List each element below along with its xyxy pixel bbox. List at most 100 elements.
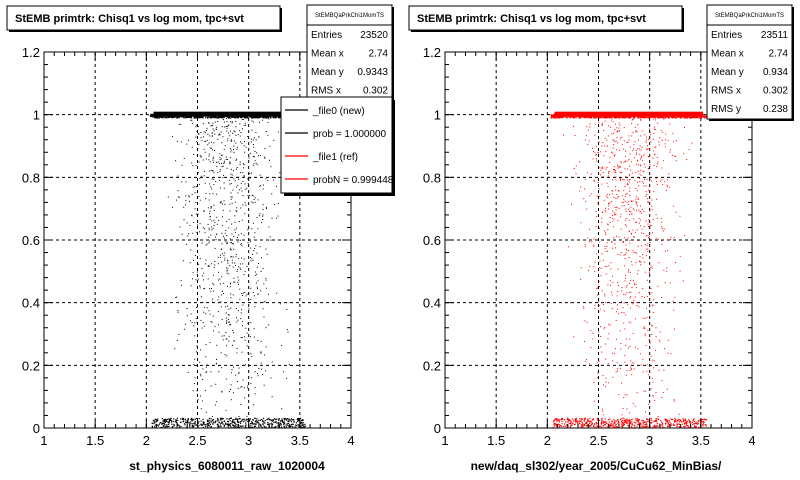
data-point — [280, 424, 282, 426]
data-point — [615, 140, 617, 142]
data-point — [640, 212, 642, 214]
data-point — [214, 260, 216, 262]
data-point — [200, 408, 202, 410]
data-point — [625, 225, 627, 227]
data-point — [650, 265, 652, 267]
data-point — [644, 317, 646, 319]
data-point — [589, 126, 591, 128]
data-point — [661, 396, 663, 398]
data-point — [197, 148, 199, 150]
data-point — [611, 352, 613, 354]
data-point — [225, 312, 227, 314]
data-point — [632, 150, 634, 152]
data-point — [243, 124, 245, 126]
data-point — [259, 423, 261, 426]
data-point — [601, 422, 603, 424]
data-point — [631, 213, 633, 215]
data-point — [632, 424, 634, 426]
data-point — [237, 241, 239, 243]
data-point — [602, 172, 604, 174]
data-point — [248, 419, 250, 421]
data-point — [240, 116, 242, 118]
data-point — [699, 426, 701, 429]
data-point — [253, 404, 255, 406]
data-point — [245, 117, 247, 119]
data-point — [208, 265, 210, 267]
data-point — [226, 423, 228, 425]
data-point — [666, 271, 668, 273]
data-point — [221, 390, 223, 392]
data-point — [661, 139, 663, 141]
data-point — [612, 210, 614, 212]
data-point — [600, 346, 602, 348]
data-point — [612, 275, 614, 277]
data-point — [605, 232, 607, 234]
data-point — [679, 255, 681, 257]
data-point — [662, 426, 665, 429]
data-point — [196, 306, 198, 308]
data-point — [208, 153, 210, 155]
x-axis-label: st_physics_6080011_raw_1020004 — [129, 459, 325, 473]
data-point — [673, 237, 675, 239]
data-point — [219, 162, 221, 164]
data-point — [229, 389, 231, 391]
data-point — [638, 222, 640, 224]
data-point — [684, 422, 686, 424]
x-tick-label: 4 — [748, 433, 755, 448]
data-point — [650, 422, 652, 424]
data-point — [625, 419, 627, 421]
data-point — [586, 420, 589, 422]
data-point — [675, 117, 677, 119]
data-point — [667, 423, 669, 425]
data-point — [670, 239, 672, 241]
data-point — [212, 156, 214, 158]
data-point — [700, 419, 702, 421]
data-point — [257, 422, 259, 424]
data-point — [645, 139, 647, 141]
data-point — [615, 425, 617, 428]
data-point — [636, 392, 638, 394]
data-point — [213, 161, 215, 163]
data-point — [287, 422, 290, 425]
data-point — [239, 298, 241, 300]
data-point — [229, 157, 231, 159]
data-point — [280, 420, 282, 422]
data-point — [210, 421, 212, 423]
data-point — [224, 145, 226, 147]
data-point — [661, 167, 663, 169]
data-point — [562, 134, 564, 136]
data-point — [599, 195, 601, 197]
data-point — [651, 199, 653, 201]
data-point — [209, 240, 211, 242]
data-point — [246, 187, 248, 189]
data-point — [699, 116, 701, 118]
data-point — [227, 318, 229, 320]
data-point — [586, 425, 589, 427]
data-point — [578, 116, 581, 119]
data-point — [633, 282, 635, 284]
data-point — [574, 135, 576, 137]
data-point — [693, 116, 695, 118]
data-point — [623, 424, 625, 426]
data-point — [267, 421, 269, 424]
data-point — [630, 161, 632, 163]
data-point — [653, 367, 655, 369]
data-point — [196, 271, 198, 273]
data-point — [264, 116, 267, 118]
data-point — [640, 426, 642, 428]
data-point — [253, 426, 255, 428]
data-point — [685, 420, 687, 422]
data-point — [213, 130, 215, 132]
data-point — [263, 283, 265, 285]
x-tick-label: 2 — [544, 433, 551, 448]
data-point — [267, 134, 269, 136]
data-point — [596, 419, 599, 421]
data-point — [210, 320, 212, 322]
data-point — [292, 426, 294, 428]
data-point — [564, 419, 566, 421]
data-point — [250, 287, 252, 289]
data-point — [200, 156, 202, 158]
data-point — [689, 426, 691, 429]
data-point — [176, 417, 178, 419]
data-point — [181, 116, 183, 118]
